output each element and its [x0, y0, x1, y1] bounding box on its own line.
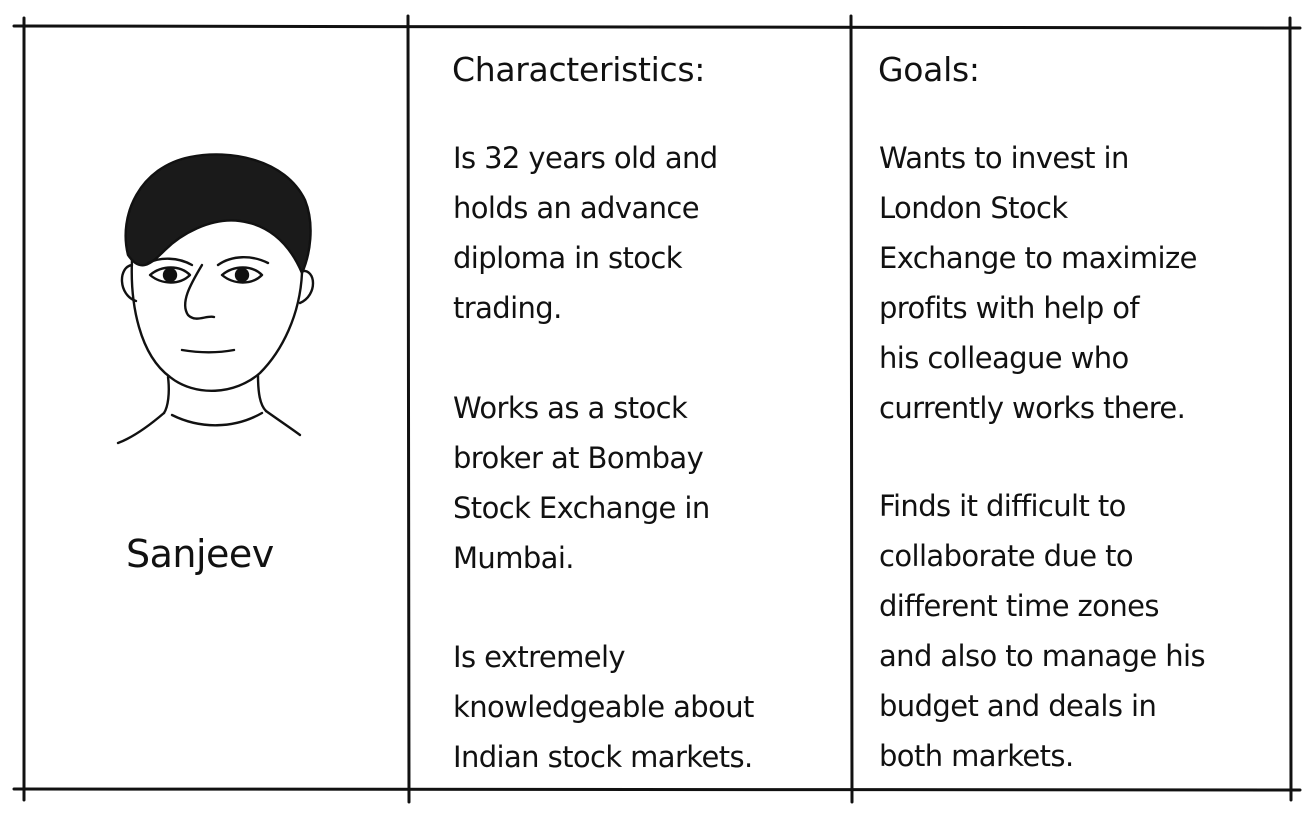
text-line: collaborate due to [879, 539, 1134, 573]
text-line: Is extremely [453, 640, 626, 674]
text-line: Mumbai. [453, 541, 575, 575]
text-line: trading. [453, 291, 562, 325]
characteristics-paragraph-3: Is extremely knowledgeable about Indian … [453, 632, 754, 782]
text-line: his colleague who [879, 341, 1129, 375]
text-line: Exchange to maximize [879, 241, 1197, 275]
text-line: holds an advance [453, 191, 700, 225]
bottom-border-line [12, 787, 1302, 792]
text-line: different time zones [879, 589, 1159, 623]
text-line: profits with help of [879, 291, 1140, 325]
column-divider-1 [406, 14, 411, 804]
text-line: diploma in stock [453, 241, 683, 275]
text-line: London Stock [879, 191, 1068, 225]
text-line: broker at Bombay [453, 441, 704, 475]
right-border-line [1288, 16, 1293, 802]
characteristics-heading: Characteristics: [452, 50, 706, 89]
goals-paragraph-1: Wants to invest in London Stock Exchange… [879, 133, 1197, 433]
text-line: and also to manage his [879, 639, 1206, 673]
text-line: Indian stock markets. [453, 740, 753, 774]
portrait-face-icon [116, 153, 315, 445]
text-line: Stock Exchange in [453, 491, 710, 525]
text-line: both markets. [879, 739, 1074, 773]
characteristics-paragraph-2: Works as a stock broker at Bombay Stock … [453, 383, 710, 583]
goals-paragraph-2: Finds it difficult to collaborate due to… [879, 481, 1206, 781]
characteristics-paragraph-1: Is 32 years old and holds an advance dip… [453, 133, 718, 333]
text-line: knowledgeable about [453, 690, 754, 724]
column-divider-2 [849, 14, 854, 804]
text-line: Wants to invest in [879, 141, 1129, 175]
text-line: Finds it difficult to [879, 489, 1126, 523]
text-line: Is 32 years old and [453, 141, 718, 175]
text-line: currently works there. [879, 391, 1186, 425]
text-line: Works as a stock [453, 391, 688, 425]
goals-heading: Goals: [878, 50, 980, 89]
persona-name: Sanjeev [126, 532, 274, 576]
top-border-line [12, 24, 1302, 30]
text-line: budget and deals in [879, 689, 1157, 723]
